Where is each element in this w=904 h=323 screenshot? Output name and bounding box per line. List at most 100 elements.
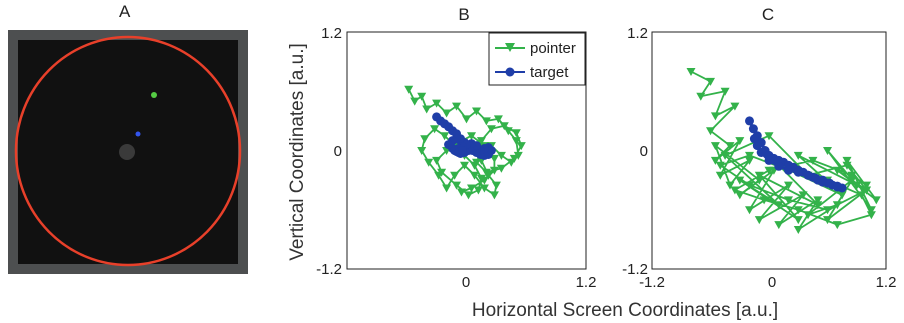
panel-c-pointer-point [715,171,725,180]
panel-c-target-point [745,116,754,126]
panel-c-xtick-right: 1.2 [876,274,897,291]
panel-b-pointer-point [437,168,447,177]
panel-b-target-point [458,146,467,155]
panel-c-pointer-point [823,147,832,155]
panel-b-pointer-point [467,184,476,193]
panel-c-pointer-point [745,156,754,165]
panel-c-ytick-mid: 0 [640,143,648,160]
panel-b-pointer-point [460,161,469,170]
panel-c-target-point [803,170,813,180]
panel-b-pointer-point [464,191,473,200]
panel-c-pointer-point [720,151,730,160]
panel-c-pointer-point [793,206,803,215]
panel-c-pointer-point [686,68,696,76]
panel-b-pointer-point [483,171,493,180]
panel-b-pointer-point [452,102,461,111]
panel-c-pointer-point [857,191,867,200]
legend-target-label: target [530,64,569,81]
legend-pointer-marker [505,43,515,52]
panel-c-pointer-point [710,142,720,151]
panel-c-pointer-point [784,181,793,190]
y-axis-title: Vertical Coordinates [a.u.] [287,43,308,261]
panel-c-target-point [756,148,766,157]
panel-b-pointer-point [493,115,503,124]
panel-c-pointer-point [715,161,725,170]
panel-b-pointer-point [479,176,489,185]
panel-b-pointer-point [503,127,513,136]
panel-b-pointer-point [513,151,523,160]
panel-c-pointer-point [832,201,842,210]
panel-b-pointer-point [486,125,496,134]
panel-b-pointer-point [496,164,506,173]
panel-b-xtick-zero: 0 [462,274,470,291]
legend-pointer-label: pointer [530,40,576,57]
panel-c-pointer-point [754,176,764,185]
panel-b-ytick-bottom: -1.2 [316,261,342,278]
panel-c-pointer-point [730,102,740,111]
panel-a-screen [8,30,248,274]
panel-c-pointer-point [866,206,876,215]
panel-b-pointer-point [417,147,427,155]
panel-c-pointer-point [832,221,842,230]
panel-b-ytick-mid: 0 [334,143,342,160]
panel-b-pointer-point [511,137,521,146]
panel-c-pointer-point [710,112,720,121]
target-dot [135,131,141,137]
panel-c-pointer-point [793,151,803,160]
panel-c-target-point [752,141,762,151]
boundary-ring [14,35,242,267]
panel-b-label: B [458,5,469,24]
panel-b-plot: B 1.2 0 -1.2 0 1.2 pointer target [316,5,596,291]
panel-c-pointer-point [754,171,764,180]
panel-c-pointer-point [823,216,832,225]
panel-c-target-point [793,167,803,177]
panel-c-pointer-point [862,181,871,190]
panel-c-xtick-zero: 0 [768,274,776,291]
panel-c-pointer-point [735,191,745,200]
panel-c-pointer-point [847,171,857,180]
panel-c-label: C [762,5,774,24]
panel-b-xtick-right: 1.2 [576,274,597,291]
panel-c-pointer-point [784,196,793,205]
panel-b-pointer-point [442,109,452,118]
panel-c-pointer-point [866,211,876,220]
panel-c-plot: C 1.2 0 -1.2 -1.2 0 1.2 [622,5,896,291]
panel-c-target-point [748,124,758,134]
panel-c-pointer-point [759,196,769,205]
panel-b-pointer-point [489,191,499,200]
panel-b-pointer-point [472,107,481,116]
panel-b-pointer-point [511,129,521,138]
pointer-dot [151,92,157,98]
legend-box [488,32,586,86]
panel-b-pointer-point [496,151,506,160]
panel-b-pointer-point [442,184,452,193]
panel-c-pointer-point [803,211,813,220]
panel-c-pointer-point [725,142,735,151]
panel-c-pointer-point [735,176,745,185]
panel-b-pointer-point [432,156,442,165]
panel-c-pointer-point [754,216,764,225]
panel-c-target-point [811,173,821,183]
panel-b-pointer-point [462,115,471,124]
panel-c-pointer-point [735,137,745,146]
panel-c-pointer-point [832,166,842,175]
panel-c-pointer-point [871,196,881,205]
panel-c-pointer-point [706,127,715,136]
panel-b-pointer-point [450,171,460,180]
panel-c-target-point [818,175,828,185]
panel-c-ytick-top: 1.2 [627,25,648,42]
panel-b-pointer-point [476,137,486,146]
panel-b-pointer-point [470,161,479,170]
panel-b-pointer-point [467,132,476,141]
panel-b-pointer-point [404,85,414,94]
panel-b-pointer-point [499,122,509,131]
panel-c-pointer-point [842,161,852,170]
panel-b-series [404,85,526,200]
panel-c-pointer-point [793,226,803,234]
panel-c-series [686,68,881,234]
panel-b-pointer-point [410,97,420,106]
panel-c-pointer-point [745,206,754,215]
panel-b-pointer-point [417,92,427,101]
panel-b-pointer-point [420,135,430,144]
